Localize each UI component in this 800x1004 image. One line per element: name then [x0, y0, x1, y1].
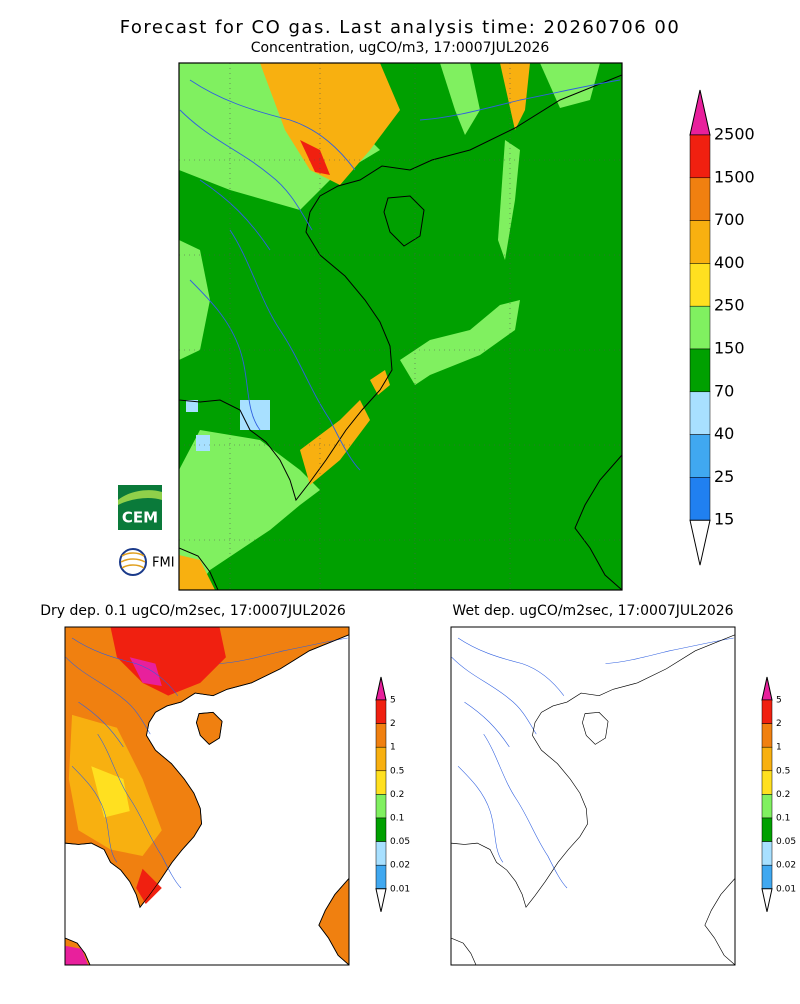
colorbar-bin	[375, 794, 387, 819]
colorbar-bin	[689, 391, 711, 435]
colorbar-bin	[761, 794, 773, 819]
colorbar-bin	[375, 841, 387, 866]
colorbar-label: 0.05	[776, 837, 796, 847]
colorbar-bin	[375, 864, 387, 890]
colorbar-label: 250	[714, 296, 745, 315]
colorbar-label: 0.05	[390, 837, 410, 847]
dry-deposition-map	[65, 627, 349, 965]
colorbar-label: 1500	[714, 167, 755, 186]
colorbar-label: 1	[776, 743, 782, 753]
colorbar-label: 5	[390, 696, 396, 706]
colorbar-bin	[761, 746, 773, 772]
map-frame	[450, 626, 736, 966]
panel-title: Concentration, ugCO/m3, 17:0007JUL2026	[251, 40, 550, 56]
colorbar-bin	[375, 817, 387, 842]
panel-title: Dry dep. 0.1 ugCO/m2sec, 17:0007JUL2026	[40, 603, 346, 619]
fmi-logo: FMI	[119, 548, 175, 576]
colorbar-label: 400	[714, 253, 745, 272]
logo-text: FMI	[152, 556, 175, 571]
colorbar-bin	[761, 699, 773, 724]
colorbar-label: 0.01	[390, 884, 410, 894]
colorbar-under	[375, 888, 387, 912]
colorbar-label: 0.2	[390, 790, 404, 800]
colorbar-label: 700	[714, 210, 745, 229]
colorbar-over	[761, 676, 773, 701]
colorbars: 25001500700400250150704025155210.50.20.1…	[375, 89, 796, 912]
cem-logo: CEM	[118, 485, 162, 530]
colorbar-bin	[689, 477, 711, 521]
colorbar-label: 0.1	[390, 814, 404, 824]
colorbar-label: 5	[776, 696, 782, 706]
colorbar-bin	[761, 723, 773, 748]
wet-deposition-map	[451, 627, 735, 965]
colorbar-bin	[689, 134, 711, 179]
colorbar-label: 0.02	[390, 861, 410, 871]
colorbar-label: 0.2	[776, 790, 790, 800]
colorbar-label: 2500	[714, 125, 755, 144]
colorbar-label: 0.5	[776, 766, 790, 776]
colorbar-under	[761, 888, 773, 912]
colorbar-label: 25	[714, 467, 734, 486]
colorbar-label: 2	[776, 719, 782, 729]
colorbar-bin	[761, 817, 773, 842]
colorbar-label: 0.02	[776, 861, 796, 871]
colorbar-over	[375, 676, 387, 701]
colorbar-bin	[689, 434, 711, 478]
colorbar-label: 40	[714, 424, 734, 443]
colorbar-label: 70	[714, 381, 734, 400]
colorbar-bin	[375, 746, 387, 772]
colorbar-bin	[375, 723, 387, 748]
colorbar-bin	[375, 699, 387, 724]
logo-text: CEM	[122, 509, 158, 527]
colorbar-label: 0.1	[776, 814, 790, 824]
colorbar-label: 2	[390, 719, 396, 729]
colorbar-bin	[761, 841, 773, 866]
colorbar-bin	[689, 305, 711, 350]
colorbar-label: 0.5	[390, 766, 404, 776]
map-frame	[178, 62, 623, 591]
colorbar-label: 0.01	[776, 884, 796, 894]
colorbar-bin	[689, 348, 711, 393]
figure-title: Forecast for CO gas. Last analysis time:…	[120, 17, 681, 38]
colorbar-bin	[761, 864, 773, 890]
colorbar-label: 1	[390, 743, 396, 753]
colorbar-bin	[375, 770, 387, 795]
map-frame	[64, 626, 350, 966]
colorbar-under	[689, 519, 711, 566]
colorbar-label: 150	[714, 339, 745, 358]
colorbar-bin	[689, 220, 711, 264]
colorbar-bin	[689, 263, 711, 307]
concentration-map	[179, 63, 622, 590]
colorbar-over	[689, 89, 711, 136]
panel-title: Wet dep. ugCO/m2sec, 17:0007JUL2026	[452, 603, 733, 619]
colorbar-bin	[761, 770, 773, 795]
colorbar-label: 15	[714, 510, 734, 529]
colorbar-bin	[689, 177, 711, 221]
